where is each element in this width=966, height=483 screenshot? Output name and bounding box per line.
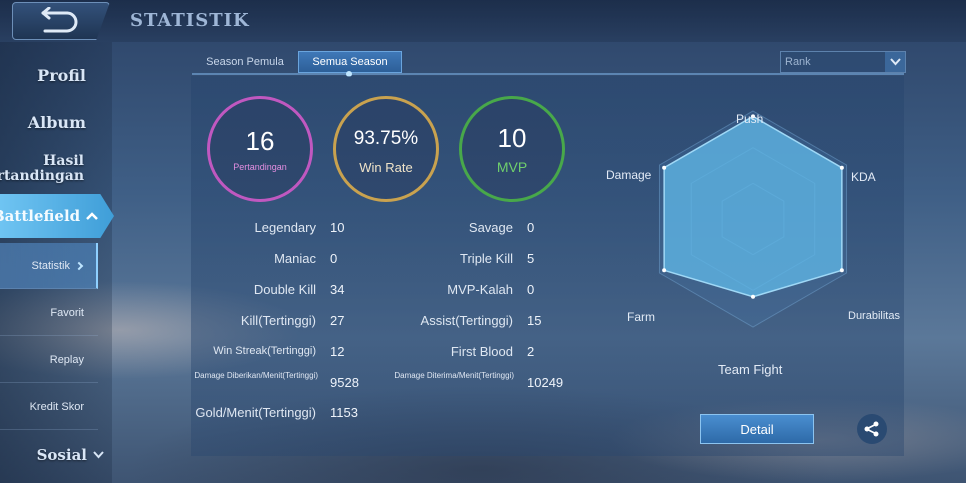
stat-label: Damage Diberikan/Menit(Tertinggi) <box>194 371 318 380</box>
stat-label: Kill(Tertinggi) <box>240 313 316 328</box>
chevron-right-icon <box>74 261 84 270</box>
stat-value: 5 <box>527 251 535 266</box>
stat-label: Assist(Tertinggi) <box>420 313 513 328</box>
stat-label: MVP-Kalah <box>447 282 513 297</box>
back-arrow-icon <box>41 7 78 33</box>
matches-value: 16 <box>245 126 275 156</box>
sidebar: Profil Album Hasil Pertandingan Battlefi… <box>0 42 114 483</box>
stat-label: Legendary <box>254 220 316 235</box>
sidebar-item-label: Battlefield <box>0 207 81 225</box>
sidebar-subitem-favorit[interactable]: Favorit <box>0 290 98 336</box>
sidebar-item-label: Sosial <box>36 446 87 464</box>
sidebar-subitem-label: Kredit Skor <box>29 400 84 413</box>
mvp-label: MVP <box>496 159 528 175</box>
stat-value: 0 <box>330 251 338 266</box>
radar-label-farm: Farm <box>627 310 655 324</box>
stat-label: Savage <box>468 220 513 235</box>
chevron-down-icon <box>889 58 901 66</box>
stat-value: 2 <box>527 344 535 359</box>
detail-button[interactable]: Detail <box>700 414 814 444</box>
radar-point-durabilitas <box>839 268 844 273</box>
chevron-down-icon <box>93 451 104 459</box>
stat-value: 10249 <box>527 375 564 390</box>
radar-data-shape <box>663 115 843 298</box>
radar-point-farm <box>662 268 667 273</box>
radar-point-push <box>751 114 755 119</box>
stat-value: 15 <box>527 313 542 328</box>
sidebar-item-album[interactable]: Album <box>27 113 86 132</box>
radar-label-kda: KDA <box>851 170 876 184</box>
tab-semua-season[interactable]: Semua Season <box>298 51 402 73</box>
sidebar-subitem-kredit-skor[interactable]: Kredit Skor <box>0 384 98 430</box>
stat-label: Triple Kill <box>460 251 513 266</box>
win-rate-summary: 93.75% Win Rate <box>333 96 439 202</box>
stat-value: 34 <box>330 282 345 297</box>
stat-value: 0 <box>527 282 535 297</box>
sidebar-item-profil[interactable]: Profil <box>37 66 86 85</box>
sidebar-subitem-statistik[interactable]: Statistik <box>0 243 98 289</box>
stat-value: 10 <box>330 220 345 235</box>
stat-label: Win Streak(Tertinggi) <box>213 345 316 357</box>
stat-value: 1153 <box>330 405 358 420</box>
stat-value: 27 <box>330 313 345 328</box>
stat-label: Maniac <box>274 251 316 266</box>
radar-label-damage: Damage <box>606 168 652 182</box>
share-icon <box>864 421 879 437</box>
stat-value: 12 <box>330 344 345 359</box>
win-rate-label: Win Rate <box>359 159 413 175</box>
matches-summary: 16 Pertandingan <box>207 96 313 202</box>
stat-value: 9528 <box>330 375 359 390</box>
radar-label-team-fight: Team Fight <box>718 362 783 377</box>
win-rate-value: 93.75% <box>353 127 419 149</box>
tab-season-pemula[interactable]: Season Pemula <box>206 56 284 68</box>
sidebar-subitem-label: Statistik <box>31 259 70 272</box>
top-bar: STATISTIK <box>0 0 966 42</box>
mode-filter-value: Rank <box>785 56 811 68</box>
chevron-up-icon <box>86 212 99 220</box>
share-button[interactable] <box>857 414 887 444</box>
radar-label-push: Push <box>736 112 764 126</box>
sidebar-item-sosial[interactable]: Sosial <box>37 446 104 464</box>
sidebar-subitem-replay[interactable]: Replay <box>0 337 98 383</box>
matches-label: Pertandingan <box>233 162 287 172</box>
mvp-summary: 10 MVP <box>459 96 565 202</box>
stat-label: First Blood <box>450 344 513 359</box>
radar-point-kda <box>839 165 844 170</box>
radar-label-durabilitas: Durabilitas <box>848 310 900 322</box>
radar-point-team-fight <box>751 294 755 299</box>
performance-radar-chart <box>658 110 848 328</box>
tab-underline <box>192 73 904 75</box>
stat-value: 0 <box>527 220 535 235</box>
mvp-value: 10 <box>497 123 527 153</box>
page-title: STATISTIK <box>130 10 250 31</box>
back-button[interactable] <box>12 2 110 40</box>
mode-filter-dropdown[interactable]: Rank <box>780 51 906 73</box>
sidebar-item-hasil-pertandingan[interactable]: Hasil Pertandingan <box>0 153 84 184</box>
sidebar-item-battlefield[interactable]: Battlefield <box>0 194 114 238</box>
dropdown-arrow <box>885 52 905 72</box>
stat-label: Double Kill <box>253 282 316 297</box>
sidebar-subitem-label: Replay <box>49 353 84 366</box>
sidebar-subitem-label: Favorit <box>50 306 84 319</box>
active-tab-indicator <box>346 71 352 77</box>
stat-label: Gold/Menit(Tertinggi) <box>195 405 316 420</box>
radar-point-damage <box>662 165 667 170</box>
stat-label: Damage Diterima/Menit(Tertinggi) <box>394 371 514 380</box>
